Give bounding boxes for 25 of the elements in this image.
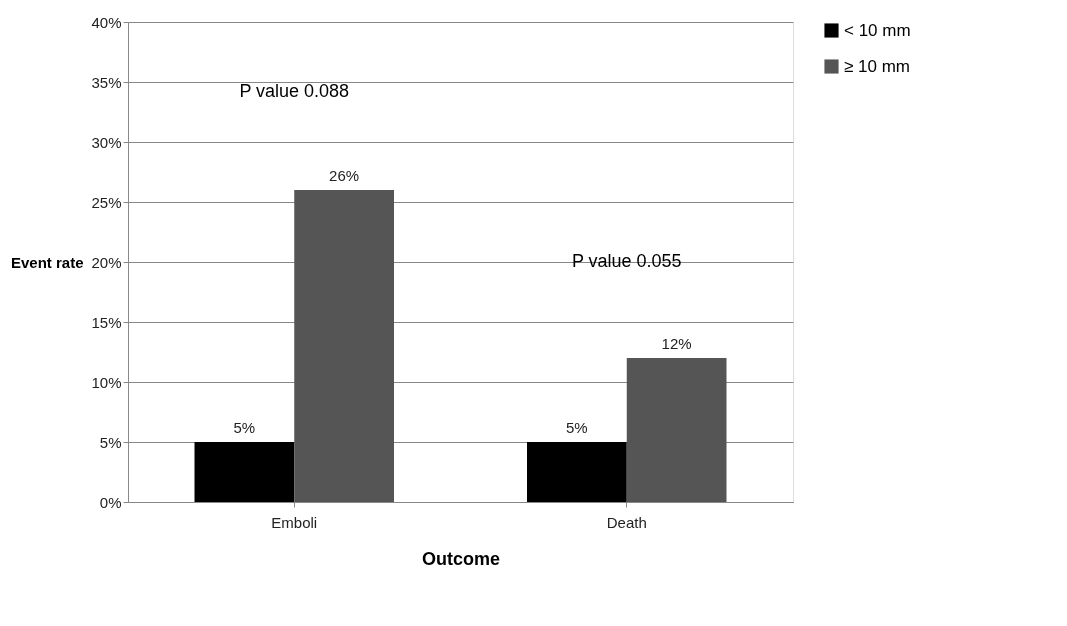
y-tick-label: 10%: [91, 373, 122, 391]
legend-label: < 10 mm: [844, 20, 911, 40]
annotation: P value 0.055: [571, 251, 682, 271]
y-tick-label: 35%: [91, 73, 122, 91]
annotation: P value 0.088: [239, 81, 350, 101]
bar: [194, 442, 295, 502]
y-tick-label: 40%: [91, 13, 122, 31]
y-axis-title: Event rate: [10, 253, 84, 271]
data-label: 5%: [566, 419, 588, 436]
y-tick-label: 0%: [99, 493, 122, 511]
y-tick-label: 15%: [91, 313, 122, 331]
x-axis-title: Outcome: [421, 548, 501, 569]
y-tick-label: 30%: [91, 133, 122, 151]
y-tick-label: 5%: [99, 433, 122, 451]
bar: [294, 190, 394, 502]
y-tick-label: 25%: [91, 193, 122, 211]
bar: [626, 358, 727, 502]
bar: [527, 442, 627, 502]
x-tick-label: Emboli: [271, 513, 318, 531]
data-label: 5%: [233, 419, 256, 436]
data-label: 12%: [661, 335, 692, 352]
x-tick-label: Death: [606, 513, 647, 531]
data-label: 26%: [329, 167, 360, 184]
y-tick-label: 20%: [91, 253, 122, 271]
legend-label: ≥ 10 mm: [844, 56, 911, 76]
